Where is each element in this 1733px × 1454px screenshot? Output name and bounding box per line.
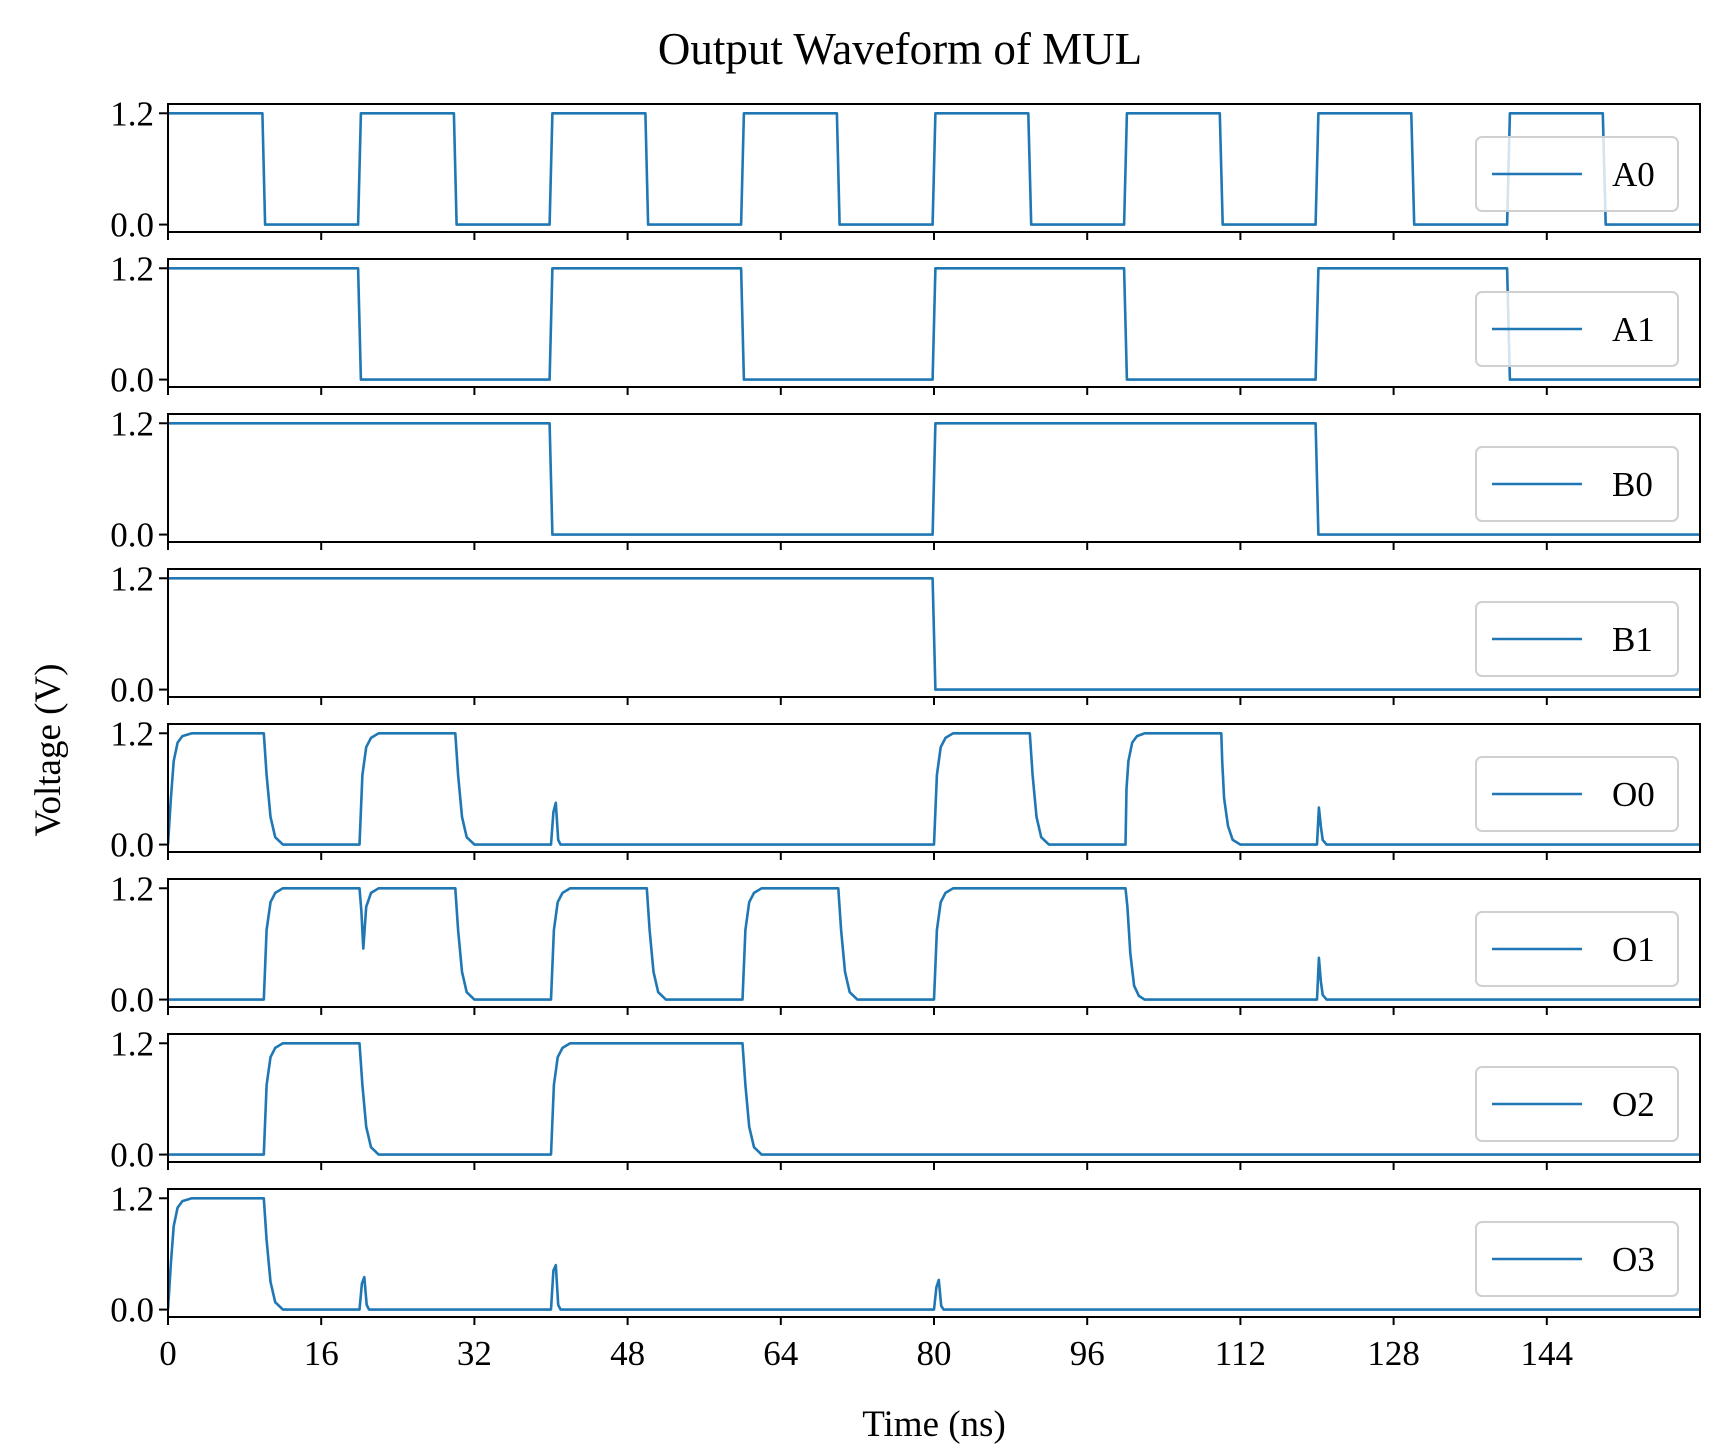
legend-b0: B0	[1475, 446, 1679, 522]
legend-label: O2	[1612, 1085, 1655, 1124]
legend-o3: O3	[1475, 1221, 1679, 1297]
x-tick-label: 80	[917, 1334, 952, 1373]
legend-label: A0	[1612, 155, 1655, 194]
x-tick-label: 32	[457, 1334, 492, 1373]
subplot-a0: 0.0 1.2 A0	[110, 94, 1701, 245]
y-tick-label: 0.0	[110, 206, 154, 245]
series-line-b1	[168, 577, 1700, 691]
y-tick-label: 1.2	[110, 559, 154, 598]
subplot-b0: 0.0 1.2 B0	[110, 404, 1701, 555]
chart-title: Output Waveform of MUL	[658, 24, 1142, 74]
subplot-b1: 0.0 1.2 B1	[110, 559, 1701, 710]
subplot-panels: 0.0 1.2 A0 0.0 1.2 A1 0.0 1.2 B0 0.0 1.2 B1 0.0 1.2 O0…	[110, 94, 1701, 1330]
legend-b1: B1	[1475, 601, 1679, 677]
x-tick-label: 96	[1070, 1334, 1105, 1373]
y-tick-label: 0.0	[110, 516, 154, 555]
x-axis: 0 16 32 48 64 80 96 112 128 144	[159, 1334, 1573, 1373]
legend-label: B1	[1612, 620, 1653, 659]
legend-label: A1	[1612, 310, 1655, 349]
x-tick-label: 48	[610, 1334, 645, 1373]
legend-a1: A1	[1475, 291, 1679, 367]
series-line-o1	[168, 887, 1700, 1001]
legend-label: O3	[1612, 1240, 1655, 1279]
y-axis-label: Voltage (V)	[28, 664, 69, 837]
legend-o1: O1	[1475, 911, 1679, 987]
y-tick-label: 1.2	[110, 1024, 154, 1063]
series-line-b0	[168, 422, 1700, 536]
series-line-o0	[168, 732, 1700, 846]
y-tick-label: 0.0	[110, 1136, 154, 1175]
y-tick-label: 0.0	[110, 826, 154, 865]
series-line-a0	[168, 112, 1700, 226]
legend-label: O1	[1612, 930, 1655, 969]
legend-o0: O0	[1475, 756, 1679, 832]
y-tick-label: 1.2	[110, 1179, 154, 1218]
x-tick-label: 112	[1215, 1334, 1266, 1373]
series-line-o3	[168, 1197, 1700, 1311]
subplot-a1: 0.0 1.2 A1	[110, 249, 1701, 400]
y-tick-label: 1.2	[110, 869, 154, 908]
y-tick-label: 0.0	[110, 671, 154, 710]
series-line-o2	[168, 1042, 1700, 1156]
x-tick-label: 0	[159, 1334, 177, 1373]
subplot-o1: 0.0 1.2 O1	[110, 869, 1701, 1020]
subplot-o3: 0.0 1.2 O3	[110, 1179, 1701, 1330]
subplot-o2: 0.0 1.2 O2	[110, 1024, 1701, 1175]
x-axis-label: Time (ns)	[862, 1404, 1006, 1445]
y-tick-label: 1.2	[110, 404, 154, 443]
x-tick-label: 128	[1367, 1334, 1420, 1373]
legend-o2: O2	[1475, 1066, 1679, 1142]
x-tick-label: 144	[1521, 1334, 1574, 1373]
subplot-o0: 0.0 1.2 O0	[110, 714, 1701, 865]
x-tick-label: 16	[304, 1334, 339, 1373]
y-tick-label: 0.0	[110, 981, 154, 1020]
y-tick-label: 0.0	[110, 361, 154, 400]
y-tick-label: 0.0	[110, 1291, 154, 1330]
y-tick-label: 1.2	[110, 714, 154, 753]
y-tick-label: 1.2	[110, 94, 154, 133]
axes-frame	[167, 1033, 1701, 1163]
series-line-a1	[168, 267, 1700, 381]
legend-label: B0	[1612, 465, 1653, 504]
legend-a0: A0	[1475, 136, 1679, 212]
y-tick-label: 1.2	[110, 249, 154, 288]
legend-label: O0	[1612, 775, 1655, 814]
x-tick-label: 64	[763, 1334, 798, 1373]
